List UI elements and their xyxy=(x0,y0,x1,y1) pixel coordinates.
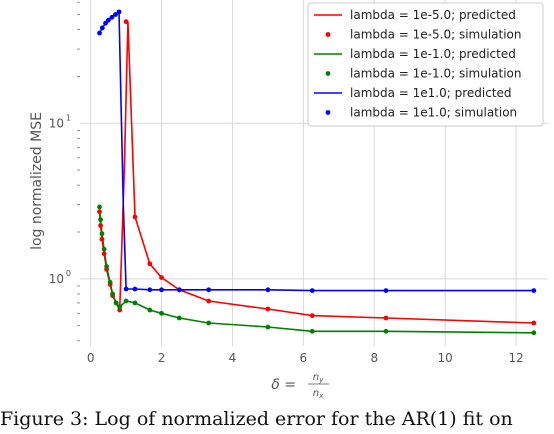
legend-frame xyxy=(307,2,544,127)
x-axis-label-denominator: n xyxy=(313,388,319,399)
y-tick-label: 10 xyxy=(49,272,64,286)
figure-caption: Figure 3: Log of normalized error for th… xyxy=(0,408,513,430)
simulation-point xyxy=(265,287,271,293)
simulation-point xyxy=(98,223,103,228)
simulation-point xyxy=(531,330,537,336)
simulation-point xyxy=(159,287,164,293)
simulation-point xyxy=(159,275,164,280)
x-axis-label: δ = ny nx xyxy=(271,372,329,400)
simulation-point xyxy=(101,251,107,257)
svg-text:ny: ny xyxy=(313,372,324,384)
simulation-point xyxy=(113,12,118,17)
simulation-point xyxy=(109,14,115,20)
legend-entry: lambda = 1e-5.0; simulation xyxy=(350,28,522,42)
simulation-point xyxy=(97,204,102,210)
y-tick-label-exponent: 0 xyxy=(66,269,71,278)
simulation-point xyxy=(206,320,212,326)
x-tick-label: 12 xyxy=(508,351,523,365)
simulation-point xyxy=(531,320,537,326)
legend-entry: lambda = 1e1.0; predicted xyxy=(350,86,512,100)
simulation-point xyxy=(99,231,105,237)
simulation-point xyxy=(132,214,138,220)
x-tick-label: 8 xyxy=(370,351,378,365)
y-tick-label: 10 xyxy=(49,116,64,130)
simulation-point xyxy=(116,9,122,15)
simulation-point xyxy=(265,306,271,312)
simulation-point xyxy=(105,17,111,23)
x-tick-label: 10 xyxy=(438,351,453,365)
x-axis-label-numerator: n xyxy=(313,372,319,383)
simulation-point xyxy=(123,19,129,25)
simulation-point xyxy=(159,310,164,316)
simulation-point xyxy=(97,30,102,36)
legend-point-swatch xyxy=(325,71,331,76)
simulation-point xyxy=(110,291,116,297)
simulation-point xyxy=(309,313,315,319)
simulation-point xyxy=(206,287,212,293)
x-tick-label: 2 xyxy=(158,351,166,365)
simulation-point xyxy=(113,300,119,306)
svg-text:nx: nx xyxy=(313,388,324,400)
simulation-point xyxy=(147,307,153,313)
simulation-point xyxy=(123,286,129,292)
simulation-point xyxy=(147,287,153,293)
simulation-point xyxy=(117,304,123,310)
x-axis-label-numerator-sub: y xyxy=(318,376,324,384)
simulation-point xyxy=(101,246,107,252)
simulation-point xyxy=(176,315,182,321)
simulation-point xyxy=(309,328,315,334)
simulation-point xyxy=(99,236,105,242)
legend-point-swatch xyxy=(325,32,331,37)
simulation-point xyxy=(104,264,109,269)
simulation-point xyxy=(103,20,108,26)
series-points xyxy=(97,9,537,336)
simulation-point xyxy=(176,287,182,293)
y-axis-label: log normalized MSE xyxy=(29,112,45,250)
simulation-point xyxy=(107,279,113,285)
x-axis-label-lhs: δ = xyxy=(271,377,296,393)
simulation-point xyxy=(97,209,102,215)
simulation-point xyxy=(98,217,103,223)
legend-entry: lambda = 1e-5.0; predicted xyxy=(350,8,516,22)
simulation-point xyxy=(123,298,129,304)
x-tick-label: 0 xyxy=(87,351,95,365)
simulation-point xyxy=(132,300,138,306)
simulation-point xyxy=(383,328,389,334)
legend-entry: lambda = 1e-1.0; predicted xyxy=(350,47,516,61)
legend-point-swatch xyxy=(325,110,331,115)
x-axis-label-denominator-sub: x xyxy=(318,392,324,400)
simulation-point xyxy=(206,298,212,304)
simulation-point xyxy=(147,261,153,267)
y-tick-label-exponent: 1 xyxy=(66,113,71,122)
simulation-point xyxy=(132,286,138,292)
legend-entry: lambda = 1e-1.0; simulation xyxy=(350,67,522,81)
simulation-point xyxy=(383,315,389,321)
simulation-point xyxy=(383,288,389,294)
minor-tick-marks xyxy=(77,1,80,342)
simulation-point xyxy=(265,324,271,330)
x-tick-label: 4 xyxy=(229,351,237,365)
simulation-point xyxy=(99,25,105,31)
simulation-point xyxy=(309,288,315,294)
simulation-point xyxy=(531,288,537,294)
legend: lambda = 1e-5.0; predicted lambda = 1e-5.… xyxy=(307,2,544,127)
x-tick-labels: 0 2 4 6 8 10 12 xyxy=(87,351,524,365)
x-tick-label: 6 xyxy=(300,351,308,365)
legend-entry: lambda = 1e1.0; simulation xyxy=(350,106,517,120)
